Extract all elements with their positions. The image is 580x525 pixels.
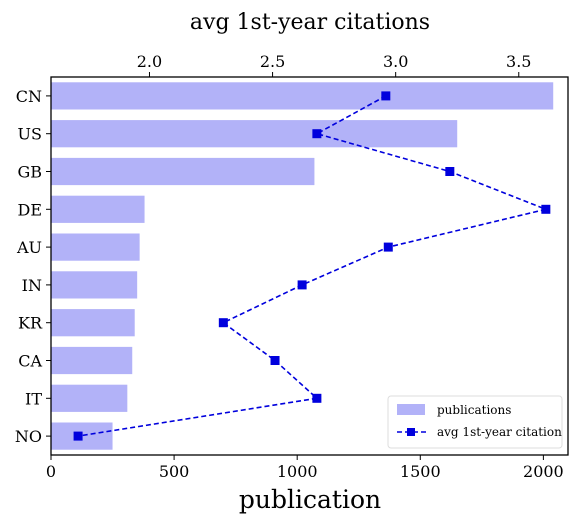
top-axis: 2.0 2.5 3.0 3.5 <box>137 52 531 77</box>
bar-ca <box>51 346 133 375</box>
top-tick-label: 3.5 <box>506 52 531 71</box>
legend-label-citation: avg 1st-year citation <box>437 425 562 439</box>
bar-gb <box>51 157 315 186</box>
y-tick-label: CA <box>18 352 42 371</box>
bottom-tick-label: 1500 <box>400 462 441 481</box>
citation-line <box>73 91 551 441</box>
y-tick-label: CN <box>16 87 42 106</box>
citation-line-path <box>77 95 549 437</box>
citation-marker-no <box>73 431 83 441</box>
citation-marker-au <box>383 242 393 252</box>
y-tick-label: AU <box>16 238 42 257</box>
legend: publications avg 1st-year citation <box>387 395 563 449</box>
y-tick-label: IT <box>25 389 42 408</box>
top-tick-label: 3.0 <box>383 52 408 71</box>
y-tick-label: DE <box>17 200 42 219</box>
bar-in <box>51 271 138 299</box>
citation-marker-gb <box>445 167 455 176</box>
citation-marker-de <box>541 204 551 214</box>
bar-de <box>51 195 145 223</box>
citation-marker-kr <box>218 318 228 328</box>
citation-marker-us <box>312 129 322 139</box>
citation-marker-in <box>297 280 307 290</box>
y-tick-label: GB <box>17 163 42 182</box>
top-axis-title: avg 1st-year citations <box>190 10 430 35</box>
legend-swatch-marker <box>407 428 415 436</box>
bar-cn <box>51 82 554 110</box>
bottom-tick-label: 500 <box>159 462 190 481</box>
bottom-tick-label: 0 <box>46 462 56 481</box>
y-tick-label: IN <box>22 276 42 295</box>
citation-marker-cn <box>381 91 391 101</box>
bar-au <box>51 233 140 261</box>
bar-us <box>51 120 458 148</box>
bar-kr <box>51 309 135 337</box>
top-tick-label: 2.0 <box>137 52 162 71</box>
legend-swatch-publications <box>397 404 425 415</box>
bottom-axis: 0 500 1000 1500 2000 <box>46 455 564 481</box>
top-tick-label: 2.5 <box>260 52 285 71</box>
citation-marker-it <box>312 393 322 403</box>
bottom-axis-title: publication <box>239 485 381 514</box>
y-tick-label: US <box>18 125 42 144</box>
publication-bars <box>51 82 554 450</box>
y-tick-label: KR <box>18 314 43 333</box>
y-tick-label: NO <box>15 427 42 446</box>
bottom-tick-label: 1000 <box>277 462 318 481</box>
bottom-tick-label: 2000 <box>523 462 564 481</box>
citation-marker-ca <box>270 356 280 365</box>
legend-box <box>387 395 563 449</box>
y-axis: CN US GB DE AU IN KR CA IT NO <box>15 87 51 446</box>
plot-frame <box>50 76 569 456</box>
legend-label-publications: publications <box>437 403 511 417</box>
bar-it <box>51 384 128 412</box>
